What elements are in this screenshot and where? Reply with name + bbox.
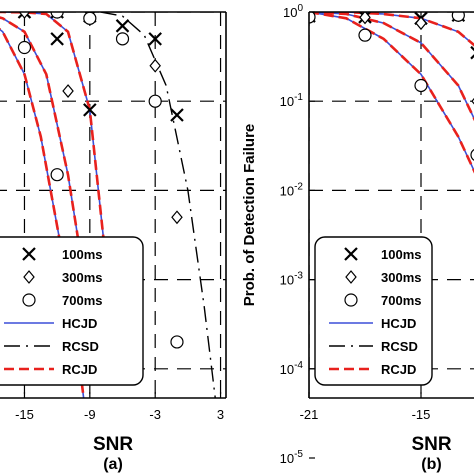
data-point-circle (148, 94, 162, 108)
data-point-x (470, 45, 474, 60)
data-point-diamond (18, 12, 31, 19)
data-point-circle (83, 12, 97, 25)
data-point-x (215, 425, 227, 437)
legend-box (0, 236, 144, 386)
legend-label: 700ms (62, 293, 102, 308)
legend-label: 100ms (62, 247, 102, 262)
series-line-rcsd (100, 12, 216, 398)
data-point-x (17, 12, 32, 19)
chart-panel: -21-15-910010-110-210-310-410-5SNR(b)Pro… (241, 3, 474, 473)
data-point-circle (50, 168, 64, 182)
data-point-circle (470, 149, 474, 161)
legend-label: RCJD (62, 362, 97, 377)
series-line-rcjd (309, 12, 474, 47)
legend-marker-diamond (345, 270, 357, 284)
legend-label: 700ms (381, 293, 421, 308)
legend-label: HCJD (381, 316, 416, 331)
panel-label: (b) (421, 456, 441, 473)
y-tick-label: 10-3 (280, 271, 304, 288)
plot-area (0, 12, 227, 437)
data-point-circle (115, 32, 130, 46)
data-point-circle (17, 40, 32, 55)
y-axis-label: Prob. of Detection Failure (241, 124, 258, 307)
data-point-circle (414, 78, 428, 93)
data-point-x (148, 32, 162, 46)
legend-label: 300ms (62, 270, 102, 285)
x-tick-label: -15 (412, 407, 431, 422)
legend-label: RCJD (381, 362, 416, 377)
series-line-rcjd (0, 27, 85, 398)
data-point-circle (170, 335, 184, 349)
x-tick-label: -15 (15, 407, 34, 422)
legend-marker-diamond (23, 270, 35, 284)
legend-marker-x (22, 247, 36, 261)
legend-label: HCJD (62, 316, 97, 331)
legend-label: RCSD (381, 339, 418, 354)
data-point-diamond (62, 84, 74, 98)
data-point-diamond (171, 210, 183, 225)
x-tick-label: -3 (149, 407, 161, 422)
y-tick-label: 10-2 (280, 181, 304, 198)
legend-label: 300ms (381, 270, 421, 285)
y-tick-label: 10-1 (280, 92, 304, 109)
x-tick-label: -9 (84, 407, 96, 422)
y-tick-label: 100 (283, 3, 303, 20)
legend: 100ms 300ms 700ms HCJD RCSD RCJD (314, 236, 433, 386)
data-point-circle (50, 12, 64, 19)
data-point-circle (358, 28, 372, 42)
x-axis-label: SNR (411, 434, 451, 455)
panel-label: (a) (103, 456, 123, 473)
legend-marker-circle (344, 293, 358, 307)
x-tick-label: -21 (300, 407, 319, 422)
y-tick-label: 10-5 (280, 449, 304, 466)
legend-box (314, 236, 433, 386)
chart-panel: -15 -9 -3 3 SNR(a) 100ms 300ms 700ms HCJD RCSD RCJ… (0, 11, 227, 473)
data-point-circle (451, 12, 465, 22)
data-point-circle (196, 397, 201, 398)
data-point-x (115, 19, 130, 33)
legend-marker-circle (22, 293, 36, 307)
data-point-x (50, 32, 64, 46)
x-axis-label: SNR (93, 434, 133, 455)
legend-marker-x (344, 247, 358, 261)
data-point-x (170, 108, 184, 122)
data-point-diamond (149, 58, 161, 73)
data-point-circle (309, 12, 316, 24)
data-point-diamond (415, 16, 427, 31)
legend-label: 100ms (381, 247, 421, 262)
legend: 100ms 300ms 700ms HCJD RCSD RCJD (0, 236, 144, 386)
plot-area (309, 12, 474, 398)
data-point-diamond (359, 12, 371, 25)
y-tick-label: 10-4 (280, 360, 304, 377)
legend-label: RCSD (62, 339, 99, 354)
data-point-x (83, 103, 97, 117)
x-tick-label: 3 (217, 407, 224, 422)
